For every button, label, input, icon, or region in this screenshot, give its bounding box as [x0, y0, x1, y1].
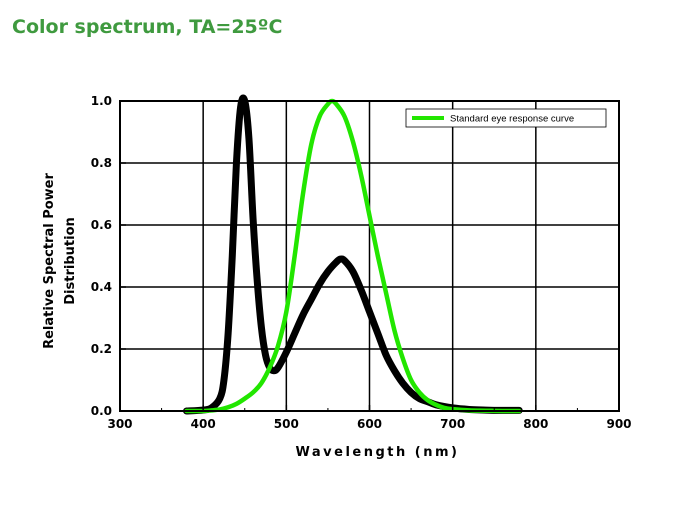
- series-line-spectrum: [183, 94, 523, 415]
- x-tick-label: 900: [606, 417, 631, 431]
- y-tick-label: 0.4: [91, 280, 112, 294]
- y-tick-label: 0.0: [91, 404, 112, 418]
- y-tick-label: 1.0: [91, 94, 112, 108]
- legend: Standard eye response curve: [405, 108, 607, 128]
- series-line-standard-eye-response: [184, 98, 522, 414]
- y-axis-title-line-1: Relative Spectral Power: [42, 173, 57, 349]
- ticks: 300 400 500 600 700 800 900 0.0 0.2 0.4 0.6 0.8 1.0: [91, 94, 632, 431]
- x-tick-label: 300: [107, 417, 132, 431]
- grid: [120, 101, 619, 411]
- x-tick-label: 800: [523, 417, 548, 431]
- x-tick-label: 400: [191, 417, 216, 431]
- y-tick-label: 0.8: [91, 156, 112, 170]
- legend-label: Standard eye response curve: [450, 114, 574, 125]
- series-layer: [183, 94, 523, 415]
- legend-box: [405, 108, 607, 128]
- y-tick-label: 0.6: [91, 218, 112, 232]
- x-axis-title: Wavelength (nm): [296, 445, 460, 460]
- x-tick-label: 700: [440, 417, 465, 431]
- page-title: Color spectrum, TA=25ºC: [12, 16, 283, 38]
- y-axis-title-line-2: Distribution: [63, 217, 78, 304]
- y-tick-label: 0.2: [91, 342, 112, 356]
- x-tick-label: 500: [274, 417, 299, 431]
- x-tick-label: 600: [357, 417, 382, 431]
